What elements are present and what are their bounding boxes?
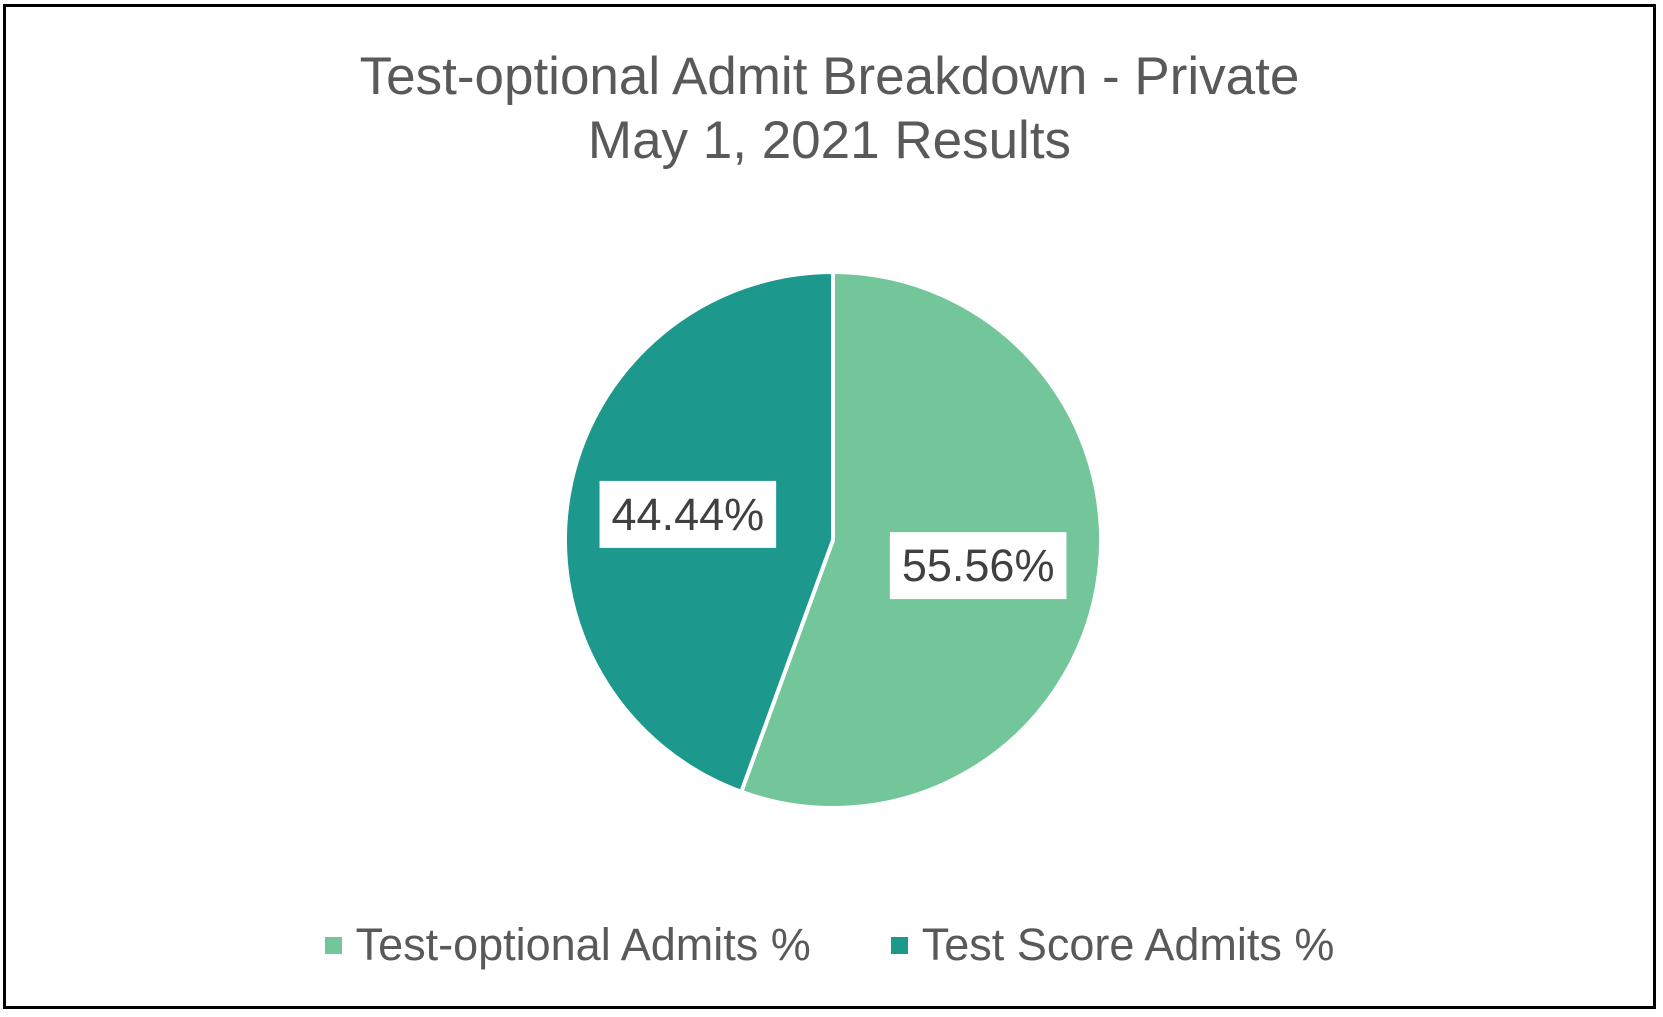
chart-frame: Test-optional Admit Breakdown - Private … xyxy=(3,4,1656,1009)
chart-title-line-2: May 1, 2021 Results xyxy=(587,111,1072,170)
data-label-box-test-optional xyxy=(889,532,1067,600)
data-label-box-test-score xyxy=(599,480,777,548)
pie-data-labels: 55.56% 44.44% xyxy=(599,480,1067,600)
data-label-text-test-optional: 55.56% xyxy=(902,540,1055,591)
data-label-test-score: 44.44% xyxy=(599,480,777,548)
legend-item-test-optional: Test-optional Admits % xyxy=(324,919,811,971)
legend-swatch-test-score xyxy=(890,936,908,954)
data-label-test-optional: 55.56% xyxy=(889,532,1067,600)
data-label-text-test-score: 44.44% xyxy=(612,489,765,540)
legend-label-test-score: Test Score Admits % xyxy=(921,919,1335,970)
chart-legend: Test-optional Admits % Test Score Admits… xyxy=(6,919,1653,971)
legend-item-test-score: Test Score Admits % xyxy=(890,919,1335,971)
chart-title: Test-optional Admit Breakdown - Private … xyxy=(6,45,1653,173)
legend-swatch-test-optional xyxy=(324,936,342,954)
chart-title-line-1: Test-optional Admit Breakdown - Private xyxy=(359,47,1300,106)
legend-label-test-optional: Test-optional Admits % xyxy=(355,919,811,970)
